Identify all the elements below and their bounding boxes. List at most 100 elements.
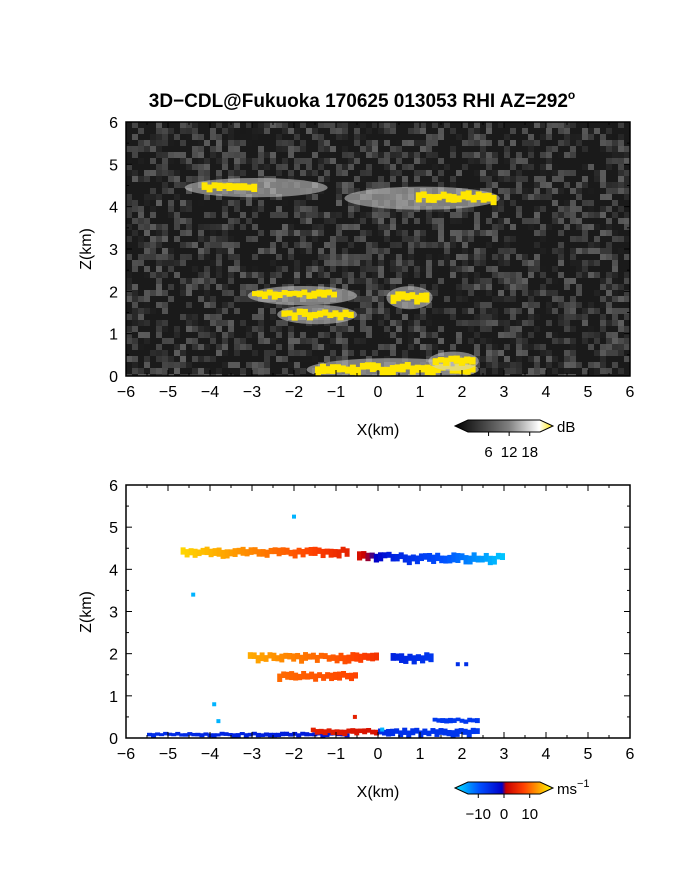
noise-cell xyxy=(498,254,504,260)
noise-cell xyxy=(306,326,312,332)
noise-cell xyxy=(138,218,144,224)
noise-cell xyxy=(558,152,564,158)
echo-core-segment xyxy=(404,362,411,370)
noise-cell xyxy=(414,170,420,176)
y-tick-label: 0 xyxy=(109,369,118,386)
noise-cell xyxy=(198,272,204,278)
noise-cell xyxy=(168,362,174,368)
noise-cell xyxy=(408,128,414,134)
echo-core-segment xyxy=(211,182,218,189)
noise-cell xyxy=(276,194,282,200)
noise-cell xyxy=(198,236,204,242)
noise-cell xyxy=(174,152,180,158)
noise-cell xyxy=(582,236,588,242)
noise-cell xyxy=(384,290,390,296)
echo-core-segment xyxy=(344,366,351,374)
noise-cell xyxy=(192,338,198,344)
noise-cell xyxy=(246,290,252,296)
echo-core-segment xyxy=(448,355,455,362)
noise-cell xyxy=(132,146,138,152)
noise-cell xyxy=(234,158,240,164)
noise-cell xyxy=(390,224,396,230)
noise-cell xyxy=(546,194,552,200)
noise-cell xyxy=(162,356,168,362)
velocity-segment xyxy=(454,728,460,737)
colorbar-tick-label: 18 xyxy=(521,444,538,461)
noise-cell xyxy=(540,344,546,350)
y-tick-label: 3 xyxy=(109,605,118,622)
noise-cell xyxy=(150,242,156,248)
velocity-segment xyxy=(358,728,364,734)
noise-cell xyxy=(462,326,468,332)
noise-cell xyxy=(558,122,564,128)
noise-cell xyxy=(438,278,444,284)
y-tick-label: 2 xyxy=(109,284,118,301)
noise-cell xyxy=(510,272,516,278)
noise-cell xyxy=(132,344,138,350)
velocity-segment xyxy=(208,548,214,558)
noise-cell xyxy=(594,236,600,242)
noise-cell xyxy=(600,194,606,200)
velocity-segment xyxy=(325,672,331,679)
noise-cell xyxy=(198,158,204,164)
noise-cell xyxy=(162,368,168,374)
noise-cell xyxy=(288,362,294,368)
noise-cell xyxy=(258,314,264,320)
noise-cell xyxy=(444,128,450,134)
noise-cell xyxy=(138,320,144,326)
noise-cell xyxy=(540,230,546,236)
noise-cell xyxy=(252,254,258,260)
noise-cell xyxy=(546,350,552,356)
noise-cell xyxy=(222,290,228,296)
noise-cell xyxy=(180,206,186,212)
noise-cell xyxy=(156,236,162,242)
noise-cell xyxy=(558,230,564,236)
velocity-segment xyxy=(228,549,234,557)
noise-cell xyxy=(612,122,618,128)
echo-core-segment xyxy=(206,184,213,193)
noise-cell xyxy=(588,206,594,212)
noise-cell xyxy=(306,170,312,176)
echo-core-segment xyxy=(296,308,303,315)
noise-cell xyxy=(528,158,534,164)
noise-cell xyxy=(510,332,516,338)
noise-cell xyxy=(528,188,534,194)
noise-cell xyxy=(600,368,606,374)
noise-cell xyxy=(252,128,258,134)
noise-cell xyxy=(342,122,348,128)
echo-core-segment xyxy=(458,357,466,366)
noise-cell xyxy=(360,212,366,218)
noise-cell xyxy=(210,128,216,134)
noise-cell xyxy=(180,350,186,356)
noise-cell xyxy=(384,212,390,218)
noise-cell xyxy=(606,206,612,212)
noise-cell xyxy=(360,338,366,344)
noise-cell xyxy=(534,344,540,350)
noise-cell xyxy=(210,224,216,230)
echo-core-segment xyxy=(384,366,391,376)
noise-cell xyxy=(264,272,270,278)
noise-cell xyxy=(288,230,294,236)
velocity-segment xyxy=(422,728,428,735)
noise-cell xyxy=(168,266,174,272)
noise-cell xyxy=(570,146,576,152)
noise-cell xyxy=(504,374,510,376)
noise-cell xyxy=(552,308,558,314)
noise-cell xyxy=(480,356,486,362)
noise-cell xyxy=(558,140,564,146)
noise-cell xyxy=(474,344,480,350)
echo-core-segment xyxy=(301,308,308,317)
noise-cell xyxy=(324,260,330,266)
noise-cell xyxy=(510,176,516,182)
noise-cell xyxy=(468,206,474,212)
echo-core-segment xyxy=(286,310,293,316)
echo-core-segment xyxy=(475,191,482,200)
noise-cell xyxy=(312,338,318,344)
noise-cell xyxy=(450,176,456,182)
noise-cell xyxy=(438,128,444,134)
noise-cell xyxy=(558,314,564,320)
top-colorbar-unit: dB xyxy=(557,419,575,436)
noise-cell xyxy=(210,302,216,308)
noise-cell xyxy=(480,338,486,344)
noise-cell xyxy=(522,278,528,284)
